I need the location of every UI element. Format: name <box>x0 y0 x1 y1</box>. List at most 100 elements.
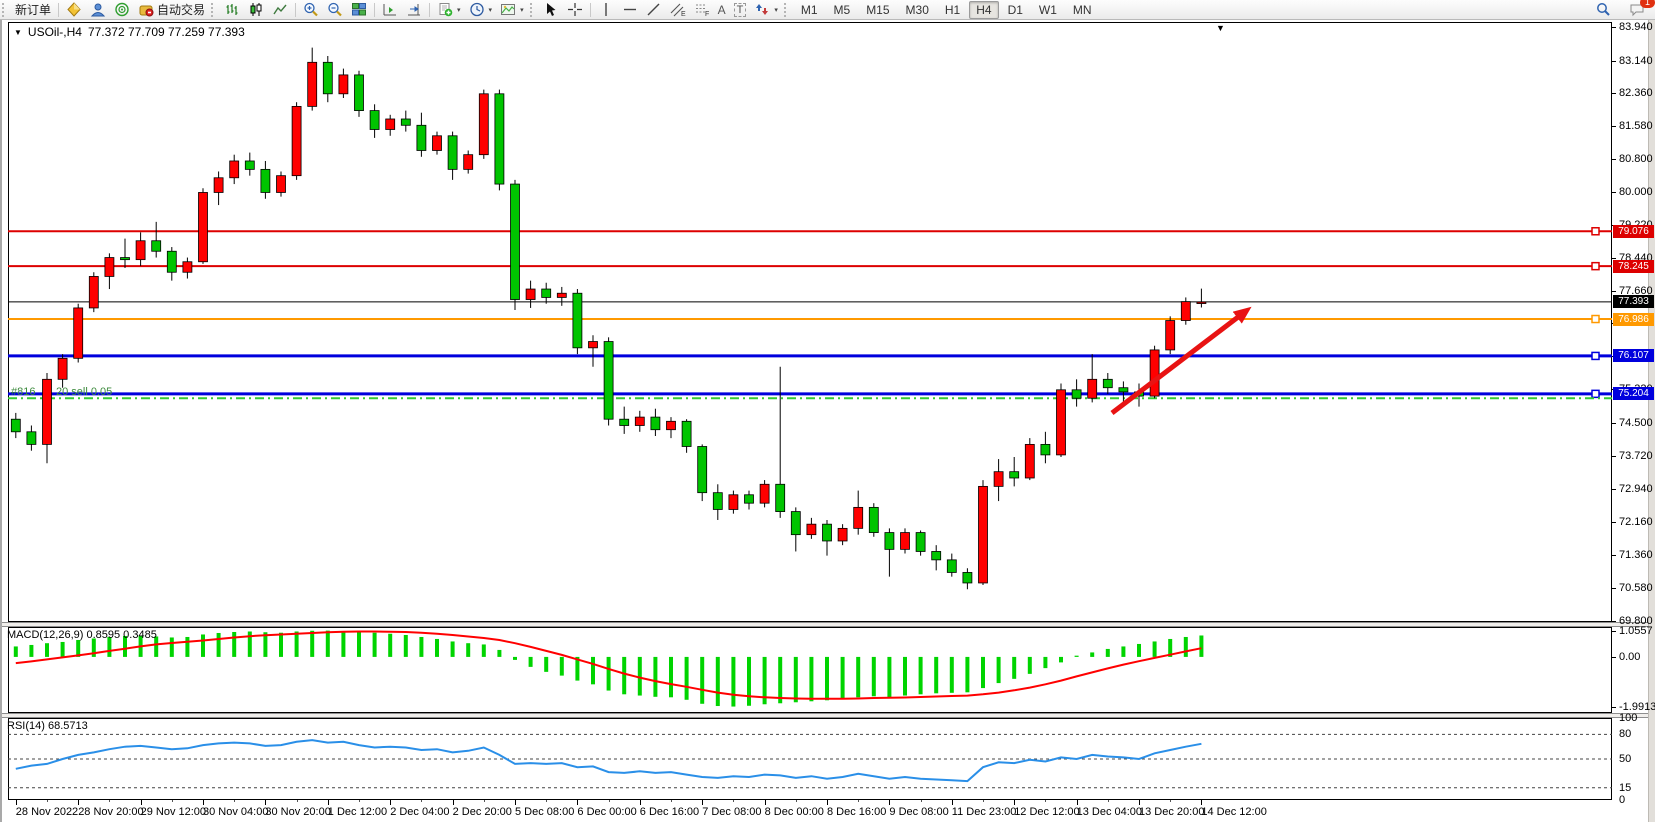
timeframe-button-mn[interactable]: MN <box>1072 2 1092 17</box>
horizontal-line-tool-button[interactable] <box>618 1 642 18</box>
macd-histogram-bar <box>91 638 96 657</box>
timeframe-button-d1[interactable]: D1 <box>1007 2 1023 17</box>
text-tool-icon: A <box>717 2 726 17</box>
macd-panel-canvas[interactable] <box>0 627 1655 713</box>
time-minor-tick <box>359 800 360 802</box>
channel-tool-button[interactable]: E <box>666 1 690 18</box>
candle-body <box>1102 378 1113 389</box>
price-tick-label: 71.360 <box>1619 549 1653 562</box>
periods-button[interactable]: ▾ <box>465 1 497 18</box>
timeframe-button-w1[interactable]: W1 <box>1038 2 1057 17</box>
candle-body <box>1165 320 1176 351</box>
equidistant-channel-icon: E <box>670 2 686 17</box>
arrows-icon <box>754 2 770 17</box>
price-level-badge: 75.204 <box>1613 387 1654 400</box>
toolbar-grip[interactable] <box>2 2 9 17</box>
panel-separator[interactable] <box>2 622 1648 627</box>
macd-histogram-bar <box>169 637 174 657</box>
strategy-tester-button[interactable] <box>110 1 134 18</box>
time-tick-label: 6 Dec 00:00 <box>577 806 637 818</box>
notifications-button[interactable]: 1 <box>1625 0 1655 18</box>
templates-button[interactable]: ▾ <box>496 1 528 18</box>
separator <box>374 2 376 17</box>
timeframe-button-m5[interactable]: M5 <box>833 2 851 17</box>
macd-signal-line <box>15 630 1202 700</box>
candle-body <box>697 446 708 494</box>
candle-body <box>759 483 770 504</box>
tile-windows-button[interactable] <box>347 1 371 18</box>
time-axis[interactable]: 28 Nov 2022 28 Nov 20:00 29 Nov 12:00 30 No… <box>2 800 1648 820</box>
window-right-border[interactable] <box>1648 19 1655 822</box>
symbol-period-label: USOil-,H4 <box>27 25 82 39</box>
time-minor-tick <box>795 800 797 802</box>
chart-shift-button[interactable] <box>378 1 402 18</box>
trendline-tool-button[interactable] <box>642 1 666 18</box>
candle-body <box>868 506 879 533</box>
bar-chart-button[interactable] <box>220 1 244 18</box>
panel-separator[interactable] <box>2 713 1648 718</box>
svg-text:F: F <box>705 11 709 17</box>
candle-body <box>120 257 130 261</box>
time-tick-mark <box>889 800 891 805</box>
zoom-in-button[interactable] <box>299 1 323 18</box>
new-order-button[interactable]: 新订单 <box>11 1 55 18</box>
diamond-icon <box>66 2 82 17</box>
candle-body <box>1196 301 1207 304</box>
arrows-tool-button[interactable]: ▾ <box>750 1 782 18</box>
vertical-line-tool-button[interactable] <box>594 1 618 18</box>
macd-histogram-bar <box>762 656 767 705</box>
candle-body <box>291 105 302 177</box>
timeframe-button-m1[interactable]: M1 <box>800 2 818 17</box>
new-order-label: 新订单 <box>15 3 52 17</box>
toolbar-grip[interactable] <box>211 2 218 17</box>
zoom-out-button[interactable] <box>323 1 347 18</box>
time-tick-mark <box>78 800 80 805</box>
main-chart-canvas[interactable]: #816 20 sell 0.05 <box>0 22 1655 622</box>
auto-scroll-button[interactable] <box>402 1 426 18</box>
price-axis[interactable]: 83.94083.14082.36081.58080.80080.00079.2… <box>1612 21 1655 806</box>
metaeditor-button[interactable] <box>62 1 86 18</box>
price-tick-mark <box>1612 27 1616 29</box>
macd-histogram-bar <box>825 656 829 701</box>
candle-body <box>619 418 630 426</box>
chart-menu-arrow-icon[interactable]: ▼ <box>14 27 22 37</box>
time-tick-label: 28 Nov 20:00 <box>78 806 144 818</box>
auto-trading-button[interactable]: 自动交易 <box>134 1 209 18</box>
macd-histogram-bar <box>887 656 892 698</box>
price-tick-label: 80.000 <box>1619 186 1653 199</box>
rsi-panel-canvas[interactable] <box>0 718 1655 800</box>
timeframe-button-h1[interactable]: H1 <box>944 2 961 17</box>
candle-body <box>1009 471 1020 479</box>
cursor-tool-button[interactable] <box>539 1 563 18</box>
market-depth-button[interactable] <box>86 1 110 18</box>
line-chart-button[interactable] <box>268 1 292 18</box>
crosshair-icon <box>567 2 583 17</box>
candle-body <box>588 341 598 349</box>
toolbar-grip[interactable] <box>783 2 791 17</box>
fibonacci-tool-button[interactable]: F <box>690 1 714 18</box>
timeframe-button-m30[interactable]: M30 <box>905 2 929 17</box>
candle-body <box>354 74 364 111</box>
time-tick-mark <box>515 800 516 805</box>
candle-body <box>1149 349 1160 397</box>
candle-body <box>385 118 396 130</box>
price-tick-mark <box>1612 488 1616 490</box>
timeframe-button-m15[interactable]: M15 <box>866 2 890 17</box>
macd-histogram-bar <box>185 636 190 657</box>
rsi-line <box>15 739 1202 783</box>
rsi-tick-label: 80 <box>1619 728 1632 741</box>
radar-icon <box>114 2 130 17</box>
crosshair-tool-button[interactable] <box>563 1 587 18</box>
line-chart-icon <box>272 2 288 17</box>
candle-body <box>993 471 1004 487</box>
search-button[interactable] <box>1591 1 1615 18</box>
candlestick-chart-button[interactable] <box>244 1 268 18</box>
candle-body <box>790 511 801 536</box>
macd-histogram-bar <box>310 630 315 657</box>
toolbar-grip[interactable] <box>529 2 537 17</box>
indicators-button[interactable]: ▾ <box>433 1 465 18</box>
timeframe-button-h4[interactable]: H4 <box>969 0 999 19</box>
price-tick-mark <box>1612 555 1616 557</box>
label-tool-button[interactable]: T <box>730 1 751 18</box>
text-tool-button[interactable]: A <box>714 1 730 18</box>
